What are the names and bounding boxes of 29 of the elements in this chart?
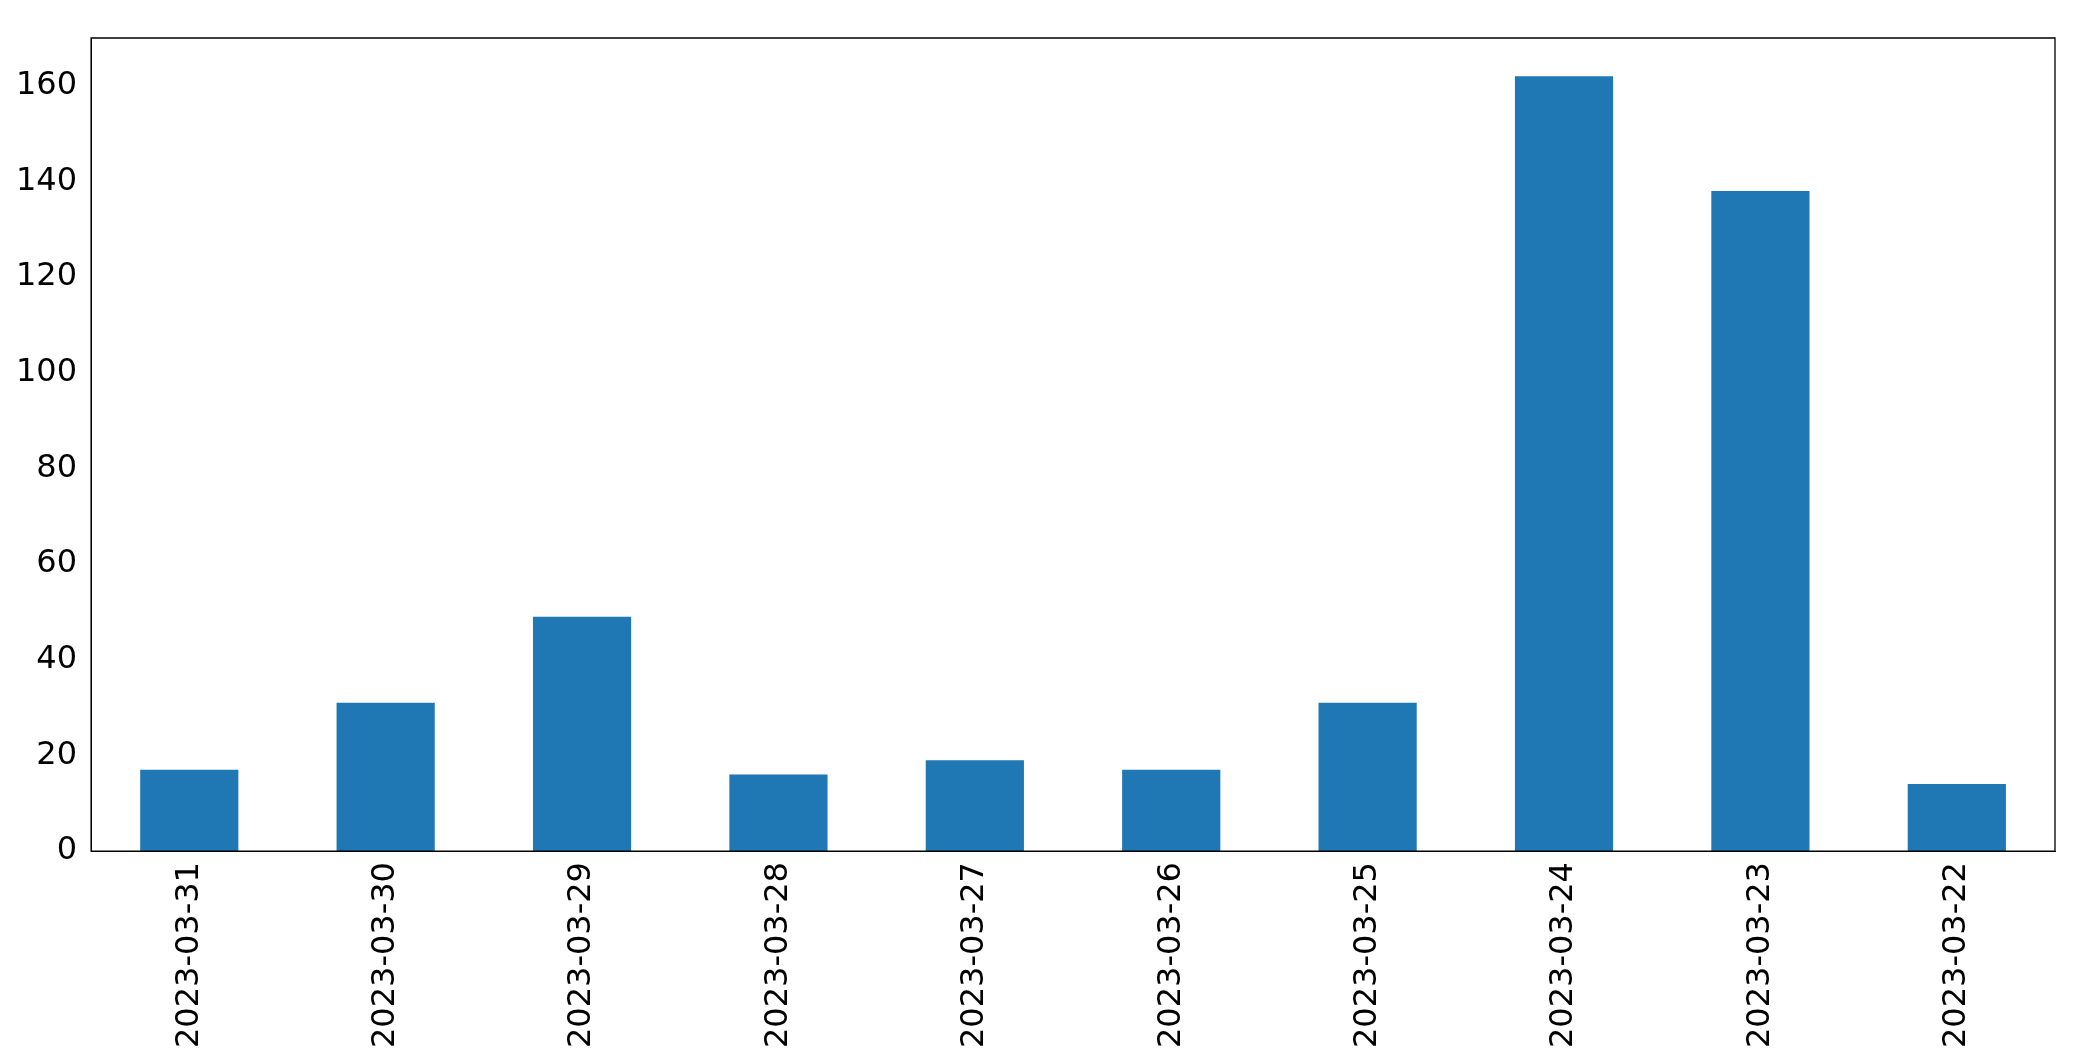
y-tick-label: 20	[36, 733, 78, 772]
bar	[1907, 784, 2006, 852]
bar	[729, 774, 828, 852]
bar	[1711, 191, 1810, 852]
bar	[1122, 769, 1221, 852]
x-tick-label: 2023-03-25	[1345, 862, 1384, 1048]
bar	[532, 616, 632, 852]
y-tick-label: 60	[36, 542, 78, 581]
y-tick-label: 100	[16, 351, 78, 390]
x-tick-label: 2023-03-24	[1542, 862, 1581, 1048]
bar	[140, 769, 239, 852]
y-tick-label: 120	[16, 255, 78, 294]
x-tick-label: 2023-03-23	[1738, 862, 1777, 1048]
x-tick-label: 2023-03-31	[167, 862, 206, 1048]
bar	[925, 760, 1024, 852]
x-tick-label: 2023-03-26	[1149, 862, 1188, 1048]
x-tick-label: 2023-03-30	[363, 862, 402, 1048]
x-tick-label: 2023-03-29	[560, 862, 599, 1048]
bar	[1318, 702, 1417, 852]
y-tick-label: 80	[36, 446, 78, 485]
x-tick-label: 2023-03-22	[1935, 862, 1974, 1048]
y-tick-label: 140	[16, 159, 78, 198]
bar	[336, 702, 435, 852]
x-tick-label: 2023-03-28	[756, 862, 795, 1048]
x-tick-label: 2023-03-27	[953, 862, 992, 1048]
y-tick-label: 40	[36, 638, 78, 677]
y-tick-label: 160	[16, 64, 78, 103]
bar	[1514, 76, 1614, 852]
y-tick-label: 0	[56, 829, 78, 868]
